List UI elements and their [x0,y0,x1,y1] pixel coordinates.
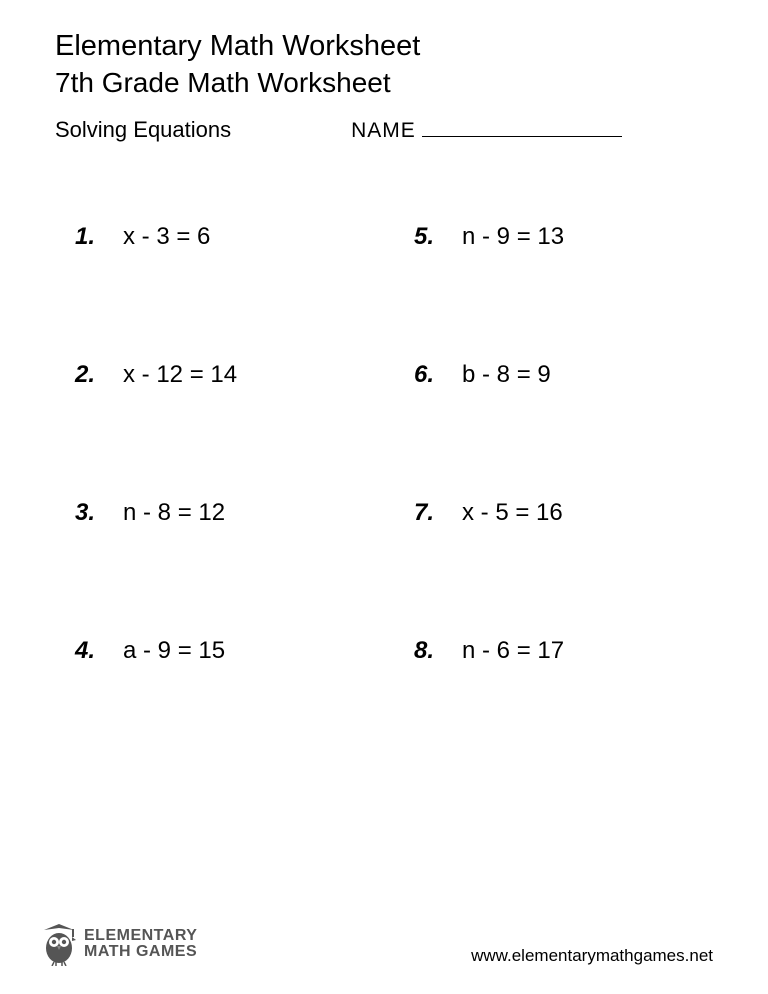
problem-number: 7. [414,499,462,527]
problem-equation: x - 5 = 16 [462,499,563,527]
footer: ELEMENTARY MATH GAMES www.elementarymath… [40,922,713,966]
problem-equation: n - 9 = 13 [462,223,564,251]
brand-logo: ELEMENTARY MATH GAMES [40,922,197,966]
meta-row: Solving Equations NAME [55,117,713,143]
problem-equation: a - 9 = 15 [123,637,225,665]
problem-number: 2. [75,361,123,389]
logo-text: ELEMENTARY MATH GAMES [84,928,197,960]
problem-equation: x - 12 = 14 [123,361,237,389]
problem-item: 1. x - 3 = 6 [75,223,374,251]
problem-number: 6. [414,361,462,389]
problem-number: 1. [75,223,123,251]
problem-number: 5. [414,223,462,251]
problem-equation: n - 6 = 17 [462,637,564,665]
name-label: NAME [351,119,416,143]
worksheet-subtitle: 7th Grade Math Worksheet [55,67,713,99]
owl-icon [40,922,78,966]
name-blank-line[interactable] [422,136,622,137]
problem-number: 3. [75,499,123,527]
name-field: NAME [351,119,622,143]
problem-item: 5. n - 9 = 13 [414,223,713,251]
problem-item: 2. x - 12 = 14 [75,361,374,389]
problem-number: 8. [414,637,462,665]
problem-equation: b - 8 = 9 [462,361,551,389]
footer-url: www.elementarymathgames.net [471,946,713,966]
problems-grid: 1. x - 3 = 6 5. n - 9 = 13 2. x - 12 = 1… [55,223,713,665]
logo-line1: ELEMENTARY [84,928,197,944]
problem-equation: n - 8 = 12 [123,499,225,527]
problem-item: 8. n - 6 = 17 [414,637,713,665]
section-label: Solving Equations [55,117,231,143]
logo-line2: MATH GAMES [84,944,197,960]
problem-item: 4. a - 9 = 15 [75,637,374,665]
worksheet-title: Elementary Math Worksheet [55,30,713,63]
problem-item: 6. b - 8 = 9 [414,361,713,389]
problem-item: 3. n - 8 = 12 [75,499,374,527]
problem-equation: x - 3 = 6 [123,223,210,251]
problem-item: 7. x - 5 = 16 [414,499,713,527]
problem-number: 4. [75,637,123,665]
